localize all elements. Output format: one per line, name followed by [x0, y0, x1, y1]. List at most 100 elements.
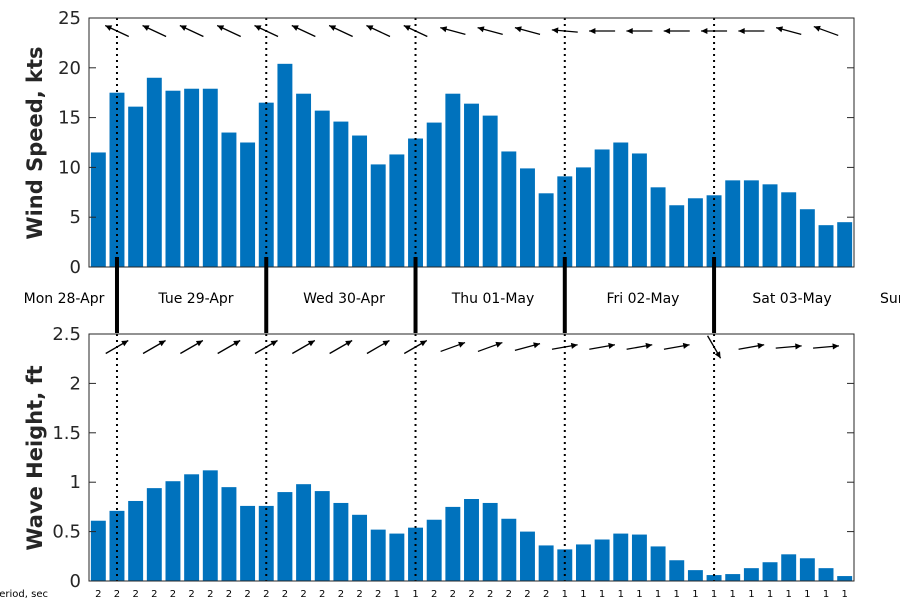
wind-bar: [90, 152, 106, 267]
wind-bar: [128, 106, 144, 267]
wind-direction-arrowhead: [329, 25, 337, 31]
wind-ytick-label: 20: [58, 58, 81, 79]
period-value: 2: [207, 589, 213, 600]
wave-ytick-label: 1.5: [52, 423, 81, 444]
period-value: 2: [487, 589, 493, 600]
wind-bar: [389, 154, 405, 267]
period-value: 2: [543, 589, 549, 600]
wind-bar: [837, 222, 853, 267]
wave-direction-arrowhead: [682, 342, 690, 349]
wave-bar: [277, 492, 293, 581]
wave-bar: [184, 474, 200, 581]
wind-bar: [669, 205, 685, 267]
wind-bar: [445, 93, 461, 267]
period-value: 1: [599, 589, 605, 600]
wind-direction-arrowhead: [366, 25, 374, 31]
day-label: Fri 02-May: [607, 291, 680, 307]
wind-bar: [613, 142, 629, 267]
wind-ytick-label: 25: [58, 8, 81, 29]
wave-bar: [333, 502, 349, 581]
wind-bar: [799, 209, 815, 267]
period-value: 2: [319, 589, 325, 600]
wind-bar: [650, 187, 666, 267]
wave-direction-arrowhead: [195, 340, 203, 347]
wave-bar: [631, 534, 647, 581]
period-value: 1: [767, 589, 773, 600]
period-value: 1: [618, 589, 624, 600]
period-value: 2: [188, 589, 194, 600]
wave-bar: [706, 575, 722, 581]
period-value: 2: [338, 589, 344, 600]
wind-direction-arrowhead: [738, 27, 745, 35]
wind-bar: [296, 93, 312, 267]
wind-direction-arrowhead: [514, 26, 522, 33]
wave-bar: [818, 568, 834, 581]
wave-bar: [258, 505, 274, 581]
wave-direction-arrowhead: [458, 341, 466, 348]
day-label: Sun: [880, 291, 900, 307]
wave-ytick-label: 2: [70, 373, 81, 394]
day-label: Thu 01-May: [451, 291, 535, 307]
period-value: 2: [95, 589, 101, 600]
wind-direction-arrowhead: [626, 27, 633, 35]
wave-bar: [165, 481, 181, 581]
wind-bar: [687, 198, 703, 267]
wave-bar: [408, 527, 423, 581]
period-value: 2: [282, 589, 288, 600]
period-value: 2: [506, 589, 512, 600]
wind-direction-arrowhead: [701, 27, 708, 35]
wave-bar: [687, 570, 703, 581]
wind-direction-arrowhead: [403, 25, 411, 31]
period-value: 2: [450, 589, 456, 600]
wind-ytick-label: 15: [58, 108, 81, 129]
period-value: 2: [431, 589, 437, 600]
wave-bar: [799, 558, 815, 581]
day-label: Tue 29-Apr: [157, 291, 233, 307]
wave-bar: [146, 488, 162, 581]
period-value: 2: [300, 589, 306, 600]
wind-direction-arrowhead: [291, 25, 299, 31]
wind-bar: [258, 102, 274, 267]
wind-bar: [482, 115, 498, 267]
period-value: 1: [804, 589, 810, 600]
wave-ytick-label: 0: [70, 571, 81, 592]
wave-direction-arrowhead: [270, 340, 278, 347]
wave-bar: [762, 562, 778, 581]
wave-bar: [296, 484, 312, 581]
wave-bar: [781, 554, 797, 581]
wind-bar: [631, 153, 647, 267]
wind-bar: [520, 168, 535, 267]
wave-bar: [538, 545, 554, 581]
wind-bar: [464, 103, 479, 267]
wind-direction-arrowhead: [142, 25, 150, 31]
wave-bar: [613, 533, 629, 581]
wind-bar: [277, 63, 293, 267]
wind-bar: [426, 122, 442, 267]
wave-direction-arrowhead: [645, 342, 653, 349]
wave-bar: [445, 506, 461, 581]
period-value: 1: [841, 589, 847, 600]
wind-ytick-label: 0: [70, 257, 81, 278]
wave-bar: [650, 546, 666, 581]
wave-direction-arrowhead: [158, 340, 166, 347]
wave-bar: [557, 549, 573, 581]
period-value: 1: [655, 589, 661, 600]
period-value: 2: [468, 589, 474, 600]
wave-bar: [314, 491, 330, 581]
wave-direction-arrowhead: [795, 343, 802, 350]
wave-bar: [594, 539, 610, 581]
wave-bar: [725, 574, 741, 581]
period-value: 1: [823, 589, 829, 600]
period-value: 2: [375, 589, 381, 600]
wind-direction-arrowhead: [776, 26, 784, 33]
period-value: 2: [132, 589, 138, 600]
period-value: 2: [226, 589, 232, 600]
wave-ytick-label: 0.5: [52, 522, 81, 543]
wave-direction-arrowhead: [419, 340, 427, 347]
wind-direction-arrowhead: [179, 25, 187, 31]
period-value: 2: [114, 589, 120, 600]
wave-direction-arrowhead: [495, 341, 503, 348]
wave-bar: [575, 544, 591, 581]
wind-bar: [762, 184, 778, 267]
wind-bar: [706, 195, 722, 267]
